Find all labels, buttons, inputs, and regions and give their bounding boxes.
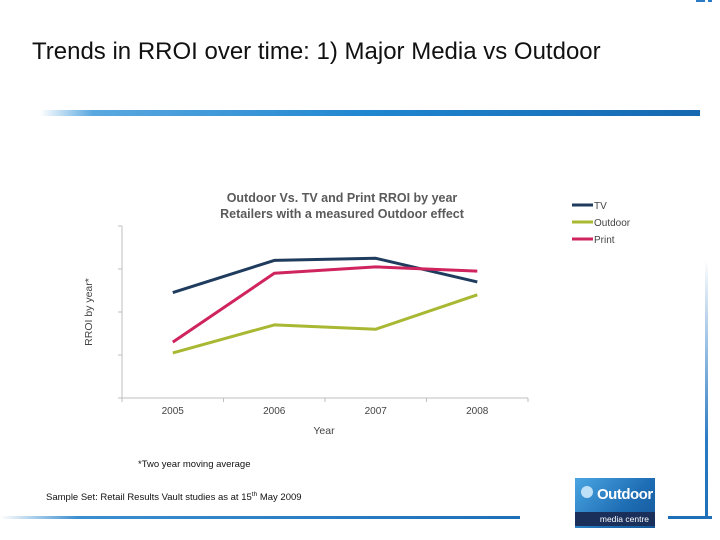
logo-subtitle: media centre xyxy=(575,512,655,526)
legend-label-print: Print xyxy=(594,235,615,246)
outdoor-logo-icon xyxy=(581,486,593,498)
slide-title: Trends in RROI over time: 1) Major Media… xyxy=(32,38,601,65)
series-lines xyxy=(171,256,478,355)
source-ordinal: th xyxy=(251,491,258,498)
series-line-tv xyxy=(172,256,478,295)
x-tick-label: 2006 xyxy=(263,406,286,417)
source-note: Sample Set: Retail Results Vault studies… xyxy=(46,491,302,503)
chart-title-line2: Retailers with a measured Outdoor effect xyxy=(220,207,465,221)
x-tick-label: 2008 xyxy=(466,406,489,417)
logo-wordmark: Outdoor xyxy=(597,486,653,503)
series-line-print xyxy=(171,265,478,344)
x-tick-labels: 2005 2006 2007 2008 xyxy=(162,406,489,417)
chart-title-line1: Outdoor Vs. TV and Print RROI by year xyxy=(227,191,458,205)
y-axis-ticks xyxy=(118,225,122,399)
top-right-stub xyxy=(696,0,712,2)
title-underline xyxy=(40,110,700,116)
series-line-outdoor xyxy=(172,293,478,355)
right-edge-rule xyxy=(705,0,708,519)
source-prefix: Sample Set: Retail Results Vault studies… xyxy=(46,492,252,504)
x-axis-label: Year xyxy=(313,425,335,437)
bottom-rule-right xyxy=(668,516,712,519)
outdoor-media-centre-logo: Outdoor media centre xyxy=(575,478,655,528)
chart-legend: TV Outdoor Print xyxy=(572,201,631,246)
source-suffix: May 2009 xyxy=(257,492,302,504)
bottom-rule-left xyxy=(0,516,520,519)
x-axis-ticks xyxy=(121,398,529,402)
x-tick-label: 2007 xyxy=(365,406,388,417)
legend-label-tv: TV xyxy=(594,201,607,212)
legend-label-outdoor: Outdoor xyxy=(594,218,631,229)
x-tick-label: 2005 xyxy=(162,406,185,417)
y-axis-label: RROI by year* xyxy=(83,278,95,346)
chart-footnote: *Two year moving average xyxy=(138,459,251,470)
